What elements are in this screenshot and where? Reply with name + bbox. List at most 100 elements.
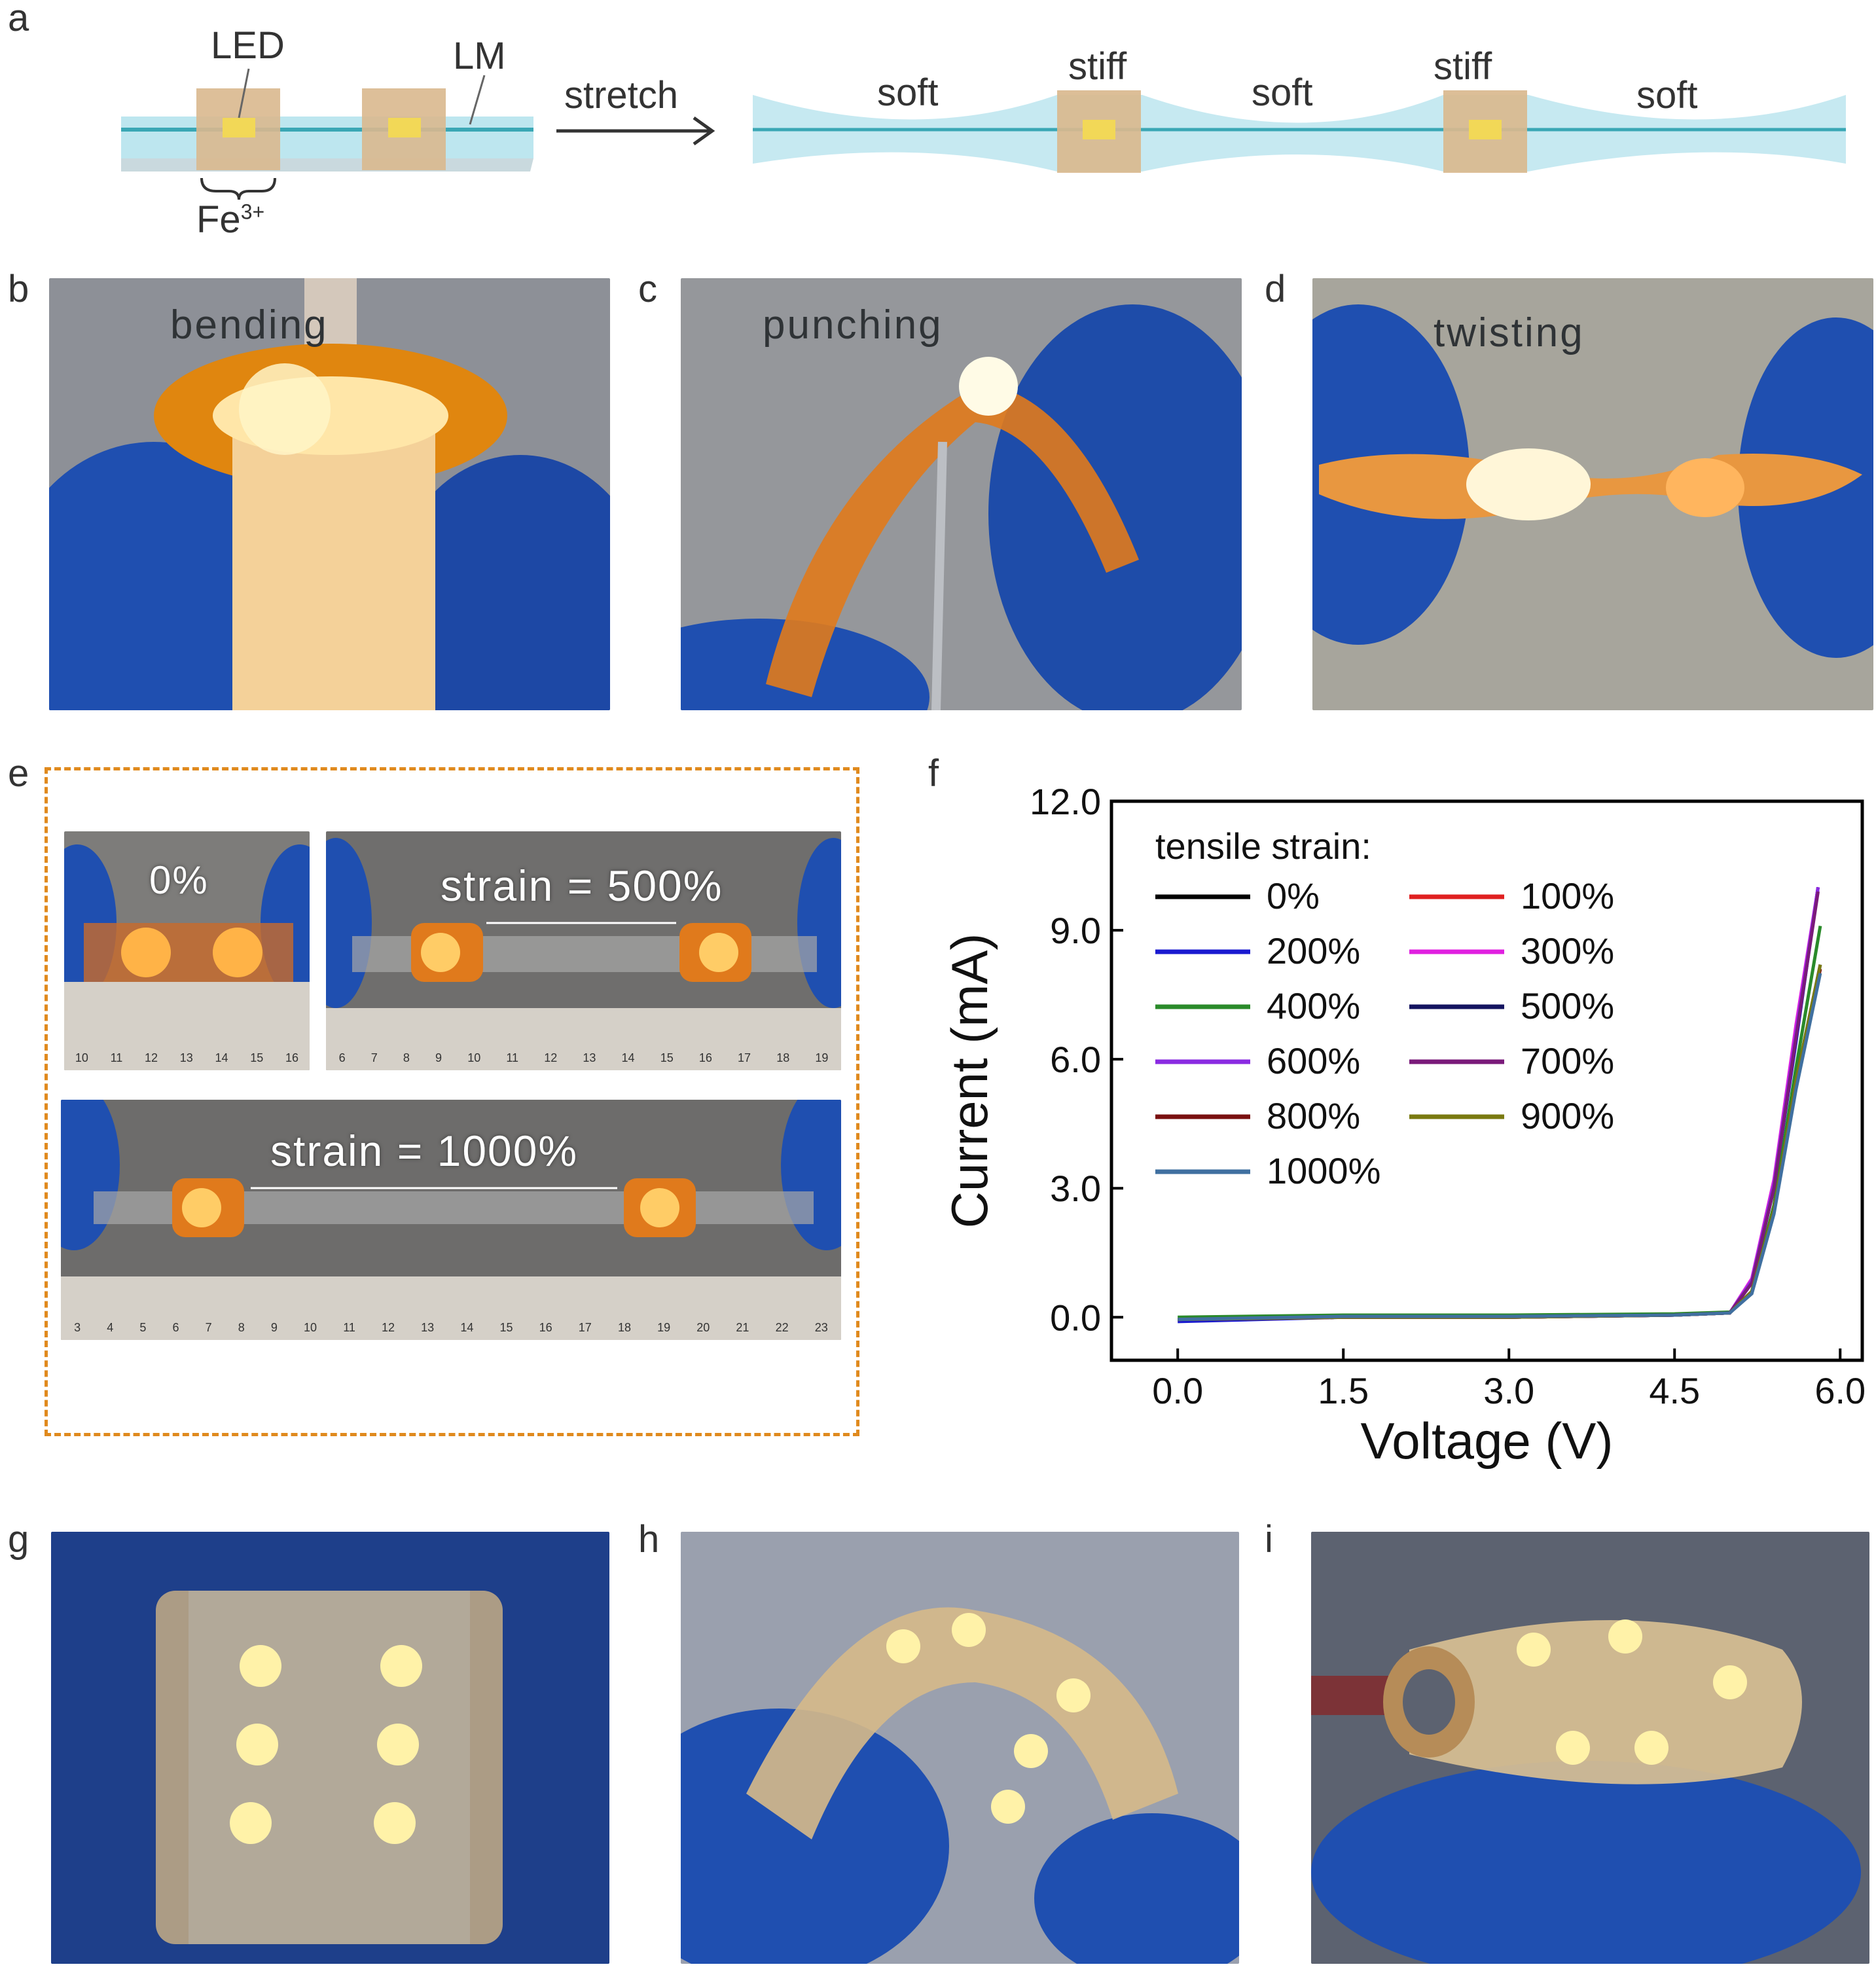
photo-bending: bending xyxy=(49,278,610,710)
ruler-tick: 11 xyxy=(110,1051,123,1064)
ruler-tick: 10 xyxy=(75,1051,88,1064)
led-chip xyxy=(1083,120,1115,139)
y-axis-label: Current (mA) xyxy=(941,933,998,1229)
lm-label: LM xyxy=(453,35,506,77)
ruler-tick: 10 xyxy=(467,1051,481,1064)
ruler-tick: 22 xyxy=(775,1321,789,1334)
ruler-tick: 16 xyxy=(539,1321,552,1334)
ruler-tick: 23 xyxy=(814,1321,828,1334)
stretch-label: stretch xyxy=(564,74,679,117)
fe-label: Fe3+ xyxy=(196,198,264,242)
fe-text: Fe xyxy=(196,198,241,241)
panel-label-g: g xyxy=(8,1518,29,1561)
gel-strip-stretched xyxy=(753,95,1846,172)
ruler-tick: 15 xyxy=(499,1321,513,1334)
ruler-tick: 11 xyxy=(506,1051,519,1064)
photo-punching: punching xyxy=(681,278,1242,710)
stretch-schematic xyxy=(121,68,1846,200)
photo-strain-500: 6 7 8 9 10 11 12 13 14 15 16 17 18 19 strain = 500% xyxy=(326,831,841,1070)
iv-chart: 0.0 1.5 3.0 4.5 6.0 0.0 3.0 6.0 9.0 12.0 Voltage (… xyxy=(903,759,1876,1492)
ruler-tick: 21 xyxy=(736,1321,749,1334)
y-tick-label: 0.0 xyxy=(1050,1297,1101,1338)
x-tick-label: 0.0 xyxy=(1152,1370,1203,1411)
y-tick-label: 12.0 xyxy=(1030,781,1101,822)
photo-panel-h xyxy=(681,1532,1239,1964)
x-tick-label: 1.5 xyxy=(1318,1370,1369,1411)
ruler-2: 6 7 8 9 10 11 12 13 14 15 16 17 18 19 xyxy=(326,1051,841,1065)
led-label: LED xyxy=(211,24,285,67)
photo-panel-g xyxy=(51,1532,609,1964)
photo-strain-1000: 3 4 5 6 7 8 9 10 11 12 13 14 15 16 17 18 19 20 21 22 23 stra… xyxy=(61,1100,841,1340)
legend-label: 200% xyxy=(1267,930,1360,971)
panel-label-c: c xyxy=(638,268,657,310)
ruler-tick: 8 xyxy=(403,1051,410,1064)
ruler-tick: 16 xyxy=(698,1051,712,1064)
ruler-tick: 18 xyxy=(776,1051,790,1064)
ruler-tick: 20 xyxy=(696,1321,710,1334)
panel-label-d: d xyxy=(1265,268,1286,310)
punching-label: punching xyxy=(763,302,943,348)
iv-chart-svg: 0.0 1.5 3.0 4.5 6.0 0.0 3.0 6.0 9.0 12.0 Voltage (… xyxy=(941,781,1866,1470)
ruler-tick: 15 xyxy=(250,1051,264,1064)
ruler-tick: 15 xyxy=(660,1051,674,1064)
soft-label-3: soft xyxy=(1636,74,1698,117)
led-chip xyxy=(223,118,255,137)
series-line xyxy=(1178,973,1822,1322)
twisting-label: twisting xyxy=(1434,310,1585,355)
legend-label: 800% xyxy=(1267,1095,1360,1136)
ruler-tick: 14 xyxy=(215,1051,228,1064)
led-chip xyxy=(388,118,421,137)
y-tick-label: 9.0 xyxy=(1050,910,1101,951)
ruler-tick: 18 xyxy=(617,1321,631,1334)
gel-strip-left xyxy=(121,117,533,158)
stiff-label-2: stiff xyxy=(1434,45,1492,88)
diagram-a: LED LM Fe3+ stretch soft stiff soft stif… xyxy=(0,0,1876,262)
ruler-tick: 14 xyxy=(621,1051,635,1064)
legend-label: 300% xyxy=(1521,930,1614,971)
ruler-tick: 16 xyxy=(285,1051,299,1064)
strain-0-label: 0% xyxy=(149,858,209,902)
panel-label-b: b xyxy=(8,268,29,310)
ruler-tick: 13 xyxy=(583,1051,596,1064)
ruler-tick: 9 xyxy=(435,1051,442,1064)
legend-label: 600% xyxy=(1267,1040,1360,1081)
soft-label-2: soft xyxy=(1252,71,1313,114)
ruler-tick: 17 xyxy=(578,1321,592,1334)
ruler-tick: 11 xyxy=(343,1321,355,1334)
ruler-tick: 13 xyxy=(179,1051,193,1064)
ruler-tick: 17 xyxy=(738,1051,751,1064)
ruler-tick: 19 xyxy=(815,1051,829,1064)
fe-brace xyxy=(200,177,276,200)
panel-label-f: f xyxy=(928,752,939,795)
ruler-tick: 7 xyxy=(370,1051,378,1064)
bending-label: bending xyxy=(170,302,329,348)
panel-label-i: i xyxy=(1265,1518,1273,1561)
ruler-tick: 14 xyxy=(460,1321,474,1334)
ruler-tick: 6 xyxy=(172,1321,179,1334)
panel-e-box xyxy=(45,767,859,1436)
ruler-1: 10 11 12 13 14 15 16 xyxy=(64,1051,310,1065)
ruler-tick: 7 xyxy=(205,1321,212,1334)
y-tick-label: 3.0 xyxy=(1050,1168,1101,1209)
x-tick-label: 4.5 xyxy=(1649,1370,1700,1411)
legend-label: 400% xyxy=(1267,985,1360,1026)
ruler-3: 3 4 5 6 7 8 9 10 11 12 13 14 15 16 17 18 19 20 21 22 23 xyxy=(61,1321,841,1335)
ruler-tick: 12 xyxy=(145,1051,158,1064)
panel-label-e: e xyxy=(8,752,29,795)
photo-twisting: twisting xyxy=(1312,278,1873,710)
legend-label: 900% xyxy=(1521,1095,1614,1136)
legend-label: 100% xyxy=(1521,875,1614,916)
plot-frame xyxy=(1109,799,1864,1362)
ruler-tick: 9 xyxy=(270,1321,278,1334)
photo-panel-i xyxy=(1311,1532,1869,1964)
photo-strain-0: 10 11 12 13 14 15 16 0% xyxy=(64,831,310,1070)
stiff-label-1: stiff xyxy=(1068,45,1127,88)
strain-1000-label: strain = 1000% xyxy=(270,1127,579,1175)
lm-pointer xyxy=(469,75,486,125)
ruler-tick: 5 xyxy=(139,1321,147,1334)
ruler-tick: 12 xyxy=(382,1321,395,1334)
ruler-tick: 12 xyxy=(544,1051,558,1064)
panel-label-a: a xyxy=(8,0,29,39)
ruler-tick: 8 xyxy=(238,1321,245,1334)
legend-label: 1000% xyxy=(1267,1150,1380,1191)
